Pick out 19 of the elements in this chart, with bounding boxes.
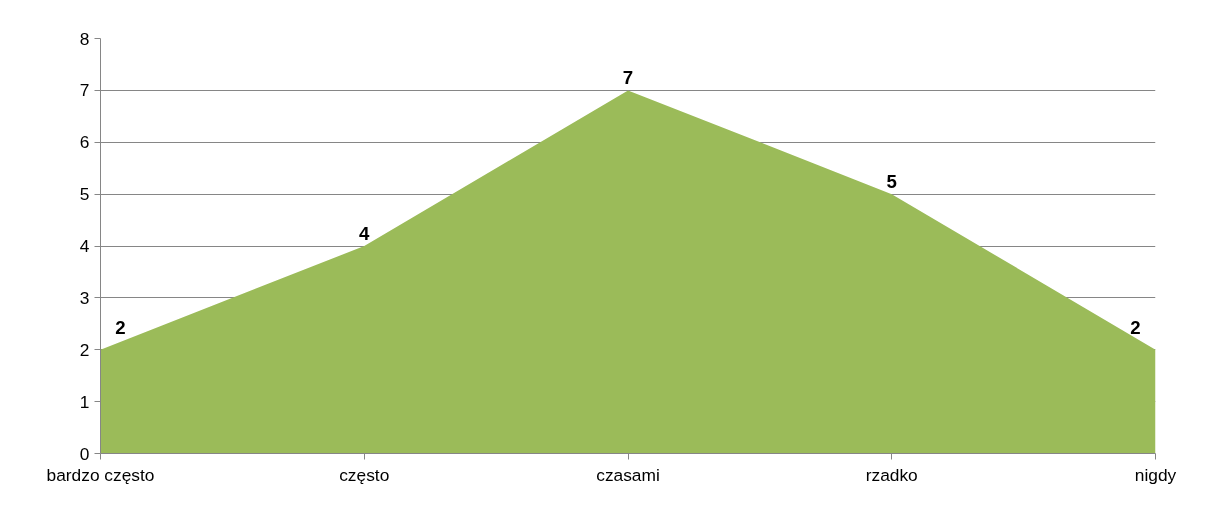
y-tick-label: 0 [79, 443, 90, 464]
x-tick-label: nigdy [1134, 464, 1177, 485]
data-label: 2 [1130, 316, 1141, 338]
y-tick-label: 2 [79, 339, 90, 360]
x-tick-label: często [339, 464, 390, 485]
x-tick-label: bardzo często [46, 464, 155, 485]
y-tick-label: 4 [79, 236, 90, 256]
y-tick-label: 1 [79, 391, 90, 412]
y-tick-label: 7 [79, 80, 90, 101]
data-label: 5 [886, 171, 897, 193]
data-label: 2 [115, 316, 126, 338]
data-label: 4 [359, 223, 371, 244]
y-tick-label: 6 [79, 132, 90, 153]
y-tick-label: 8 [79, 28, 90, 49]
y-tick-label: 5 [79, 184, 90, 205]
x-tick-label: rzadko [865, 464, 918, 485]
y-tick-label: 3 [79, 287, 90, 308]
x-tick-label: czasami [596, 464, 660, 485]
data-label: 7 [622, 67, 634, 89]
